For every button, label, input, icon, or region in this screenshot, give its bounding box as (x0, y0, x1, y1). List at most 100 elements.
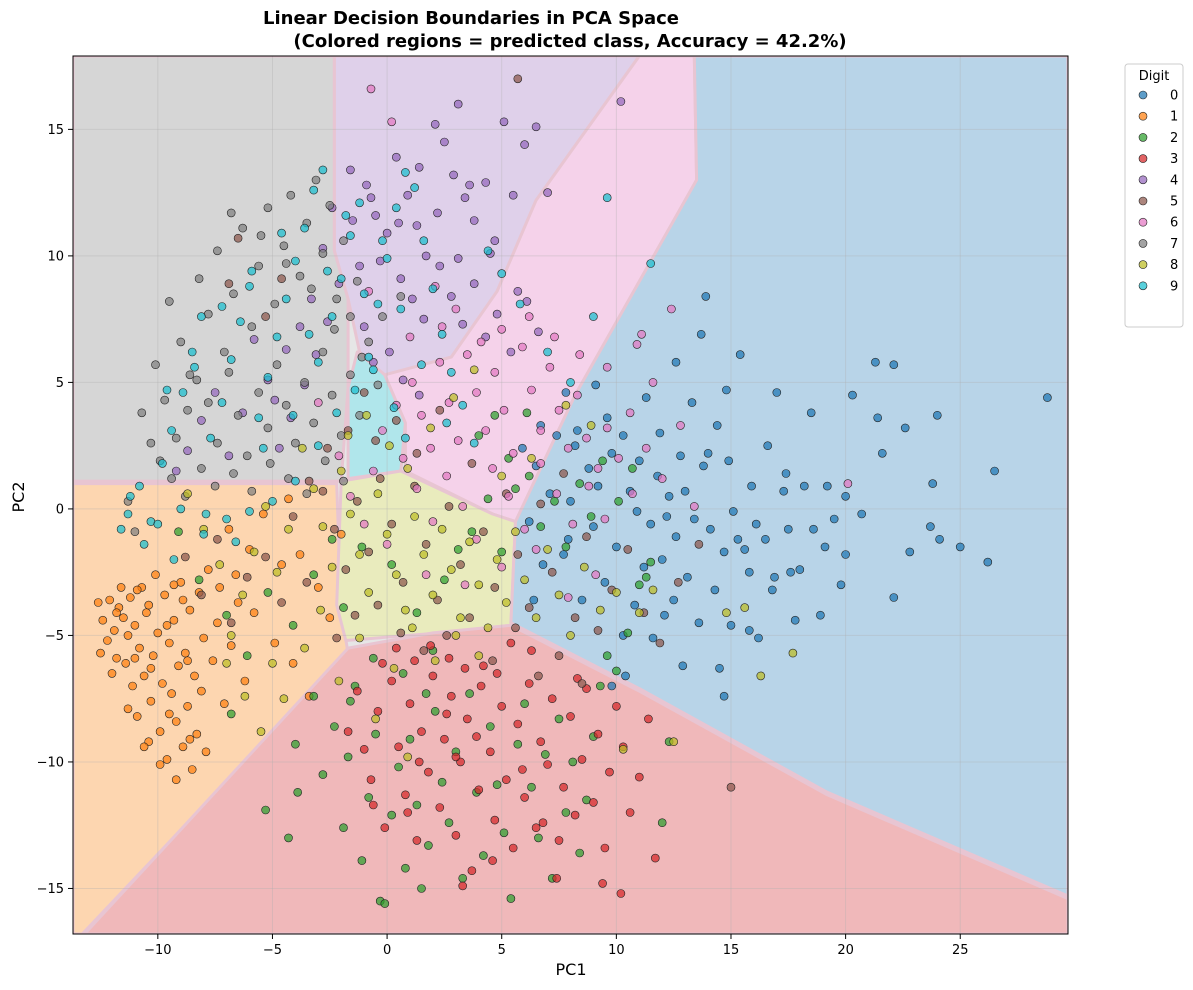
point-digit-6 (481, 426, 491, 435)
point-digit-4 (385, 347, 394, 357)
point-digit-0 (639, 562, 649, 572)
point-digit-6 (435, 357, 445, 367)
point-digit-2 (467, 527, 477, 537)
legend-title: Digit (1139, 69, 1170, 84)
point-digit-2 (641, 572, 651, 582)
point-digit-8 (268, 658, 277, 668)
point-digit-9 (350, 385, 360, 395)
point-digit-5 (375, 474, 385, 483)
point-digit-7 (224, 367, 234, 377)
legend-label: 1 (1170, 110, 1178, 125)
point-digit-0 (561, 388, 571, 397)
point-digit-1 (240, 676, 250, 686)
point-digit-0 (857, 509, 867, 519)
point-digit-3 (446, 691, 456, 701)
point-digit-2 (401, 863, 410, 873)
point-digit-4 (435, 261, 445, 271)
point-digit-1 (155, 727, 165, 736)
point-digit-4 (224, 451, 234, 461)
point-digit-8 (437, 524, 447, 534)
point-digit-2 (554, 714, 564, 724)
point-digit-3 (506, 638, 516, 648)
point-digit-3 (570, 810, 580, 820)
point-digit-5 (442, 631, 452, 640)
point-digit-1 (110, 626, 119, 635)
point-digit-4 (531, 122, 541, 132)
point-digit-5 (577, 679, 587, 688)
point-digit-3 (600, 843, 610, 853)
point-digit-0 (754, 633, 763, 643)
point-digit-0 (783, 524, 793, 534)
point-digit-5 (330, 524, 339, 534)
point-digit-8 (309, 484, 319, 494)
point-digit-8 (554, 590, 564, 600)
point-digit-9 (291, 476, 300, 486)
point-digit-5 (396, 628, 406, 638)
point-digit-9 (139, 539, 149, 549)
point-digit-9 (222, 514, 231, 524)
point-digit-7 (210, 481, 220, 491)
point-digit-2 (330, 722, 339, 731)
legend-marker (1138, 239, 1148, 248)
point-digit-2 (511, 484, 520, 494)
point-digit-9 (396, 304, 406, 314)
point-digit-7 (194, 274, 204, 284)
point-digit-2 (524, 471, 534, 481)
point-digit-3 (492, 669, 502, 678)
point-digit-7 (300, 378, 309, 387)
point-digit-7 (346, 370, 355, 380)
decision-regions (73, 56, 1068, 934)
point-digit-9 (291, 256, 300, 266)
point-digit-5 (181, 552, 190, 562)
point-digit-7 (146, 438, 156, 448)
point-digit-7 (307, 284, 316, 294)
point-digit-8 (561, 400, 571, 410)
point-digit-0 (706, 524, 715, 534)
point-digit-8 (497, 471, 507, 481)
point-digit-1 (165, 638, 174, 648)
point-digit-6 (531, 545, 541, 554)
point-digit-2 (263, 588, 273, 597)
point-digit-4 (520, 140, 529, 149)
point-digit-8 (543, 545, 552, 554)
point-digit-0 (524, 517, 534, 526)
x-tick-label: 15 (723, 943, 740, 958)
point-digit-9 (318, 165, 328, 175)
point-digit-6 (453, 436, 463, 445)
point-digit-5 (233, 233, 243, 243)
point-digit-2 (540, 750, 550, 759)
point-digit-9 (566, 378, 575, 387)
point-digit-7 (364, 337, 374, 347)
point-digit-2 (628, 464, 637, 473)
point-digit-0 (809, 524, 818, 534)
point-digit-8 (318, 522, 328, 531)
y-tick-label: −5 (45, 629, 64, 644)
x-tick-label: 20 (837, 943, 854, 958)
point-digit-0 (559, 550, 568, 559)
point-digit-8 (634, 608, 644, 618)
point-digit-2 (444, 818, 454, 828)
point-digit-4 (419, 314, 429, 324)
point-digit-2 (284, 833, 293, 843)
point-digit-3 (589, 798, 598, 807)
point-digit-4 (433, 208, 442, 218)
point-digit-3 (426, 641, 435, 650)
point-digit-7 (137, 408, 147, 418)
point-digit-2 (612, 666, 621, 676)
point-digit-0 (600, 577, 610, 587)
point-digit-8 (430, 656, 440, 666)
point-digit-1 (171, 775, 181, 785)
point-digit-9 (389, 403, 399, 413)
point-digit-8 (419, 550, 429, 559)
x-tick-label: −5 (263, 943, 282, 958)
point-digit-1 (197, 686, 206, 696)
point-digit-3 (451, 830, 461, 840)
point-digit-6 (563, 443, 573, 453)
point-digit-2 (437, 777, 447, 787)
point-digit-0 (719, 547, 729, 557)
point-digit-5 (371, 436, 380, 445)
point-digit-7 (192, 375, 202, 385)
point-digit-8 (426, 423, 435, 433)
point-digit-4 (513, 286, 523, 296)
point-digit-5 (304, 476, 314, 486)
